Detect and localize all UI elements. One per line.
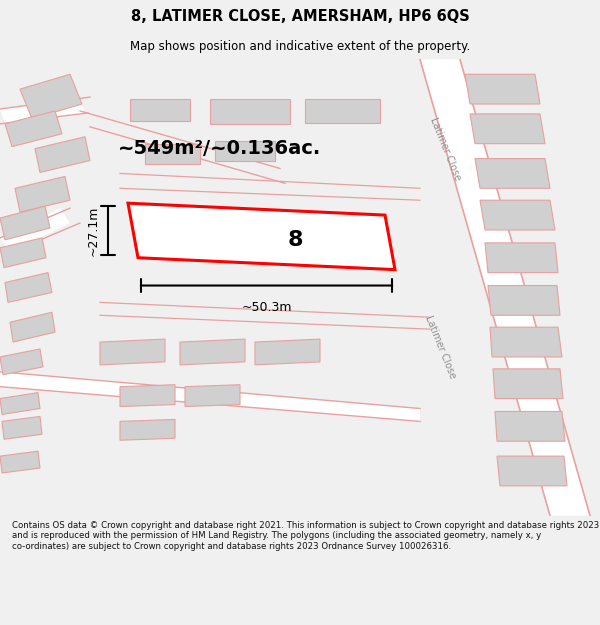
Polygon shape <box>465 74 540 104</box>
Polygon shape <box>180 339 245 365</box>
Polygon shape <box>470 114 545 144</box>
Polygon shape <box>497 456 567 486</box>
Polygon shape <box>0 208 70 252</box>
Text: 8, LATIMER CLOSE, AMERSHAM, HP6 6QS: 8, LATIMER CLOSE, AMERSHAM, HP6 6QS <box>131 9 469 24</box>
Polygon shape <box>130 99 190 121</box>
Polygon shape <box>493 369 563 399</box>
Polygon shape <box>128 203 395 269</box>
Polygon shape <box>0 99 85 124</box>
Polygon shape <box>495 411 565 441</box>
Polygon shape <box>480 200 555 230</box>
Polygon shape <box>210 99 290 124</box>
Polygon shape <box>100 339 165 365</box>
Polygon shape <box>0 238 46 268</box>
Text: ~27.1m: ~27.1m <box>87 205 100 256</box>
Polygon shape <box>0 392 40 414</box>
Polygon shape <box>0 206 50 240</box>
Text: ~549m²/~0.136ac.: ~549m²/~0.136ac. <box>118 139 322 158</box>
Polygon shape <box>145 144 200 164</box>
Polygon shape <box>215 141 275 161</box>
Text: Map shows position and indicative extent of the property.: Map shows position and indicative extent… <box>130 40 470 52</box>
Polygon shape <box>305 99 380 123</box>
Polygon shape <box>0 451 40 473</box>
Polygon shape <box>120 419 175 440</box>
Polygon shape <box>120 385 175 406</box>
Polygon shape <box>2 416 42 439</box>
Text: ~50.3m: ~50.3m <box>241 301 292 314</box>
Polygon shape <box>20 74 82 119</box>
Polygon shape <box>475 159 550 188</box>
Polygon shape <box>255 339 320 365</box>
Polygon shape <box>10 312 55 342</box>
Polygon shape <box>0 349 43 375</box>
Polygon shape <box>185 385 240 406</box>
Polygon shape <box>5 272 52 302</box>
Polygon shape <box>490 327 562 357</box>
Polygon shape <box>485 243 558 272</box>
Text: Latimer Close: Latimer Close <box>423 314 457 380</box>
Polygon shape <box>0 372 420 421</box>
Polygon shape <box>35 137 90 172</box>
Text: 8: 8 <box>287 230 303 250</box>
Polygon shape <box>15 176 70 212</box>
Text: Latimer Close: Latimer Close <box>428 116 462 182</box>
Polygon shape <box>488 286 560 315</box>
Polygon shape <box>420 59 590 516</box>
Polygon shape <box>5 111 62 147</box>
Text: Contains OS data © Crown copyright and database right 2021. This information is : Contains OS data © Crown copyright and d… <box>12 521 599 551</box>
